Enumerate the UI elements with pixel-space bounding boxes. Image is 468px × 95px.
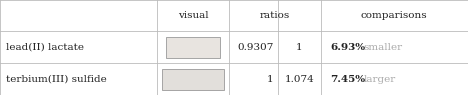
Text: larger: larger [364,75,396,84]
Bar [167,37,219,58]
Bar [162,69,224,89]
Text: comparisons: comparisons [361,11,428,20]
Text: smaller: smaller [364,43,403,52]
Text: 1: 1 [296,43,303,52]
Text: lead(II) lactate: lead(II) lactate [6,43,84,52]
Text: 7.45%: 7.45% [330,75,365,84]
Text: 6.93%: 6.93% [330,43,365,52]
Text: ratios: ratios [260,11,290,20]
Text: visual: visual [178,11,208,20]
Text: terbium(III) sulfide: terbium(III) sulfide [6,75,106,84]
Text: 1: 1 [267,75,274,84]
Text: 0.9307: 0.9307 [237,43,274,52]
Text: 1.074: 1.074 [285,75,314,84]
